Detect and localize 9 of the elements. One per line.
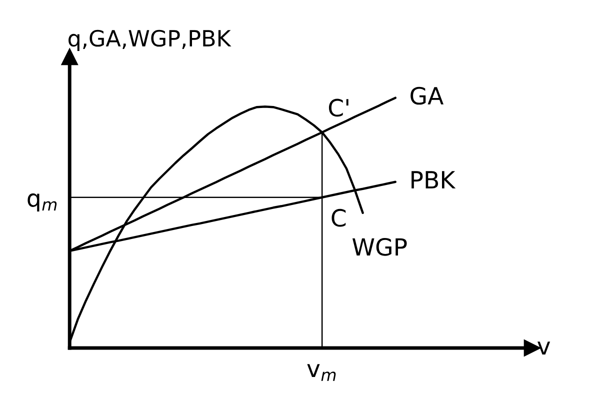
annotation: C	[332, 208, 346, 227]
annotation: C'	[328, 98, 348, 117]
series-label: WGP	[352, 238, 407, 256]
series-label: GA	[410, 86, 444, 105]
series-label: PBK	[412, 171, 456, 188]
y-axis-title: q,GA,WGP,PBK	[68, 30, 232, 51]
x-axis-title: v	[538, 342, 550, 355]
text: v$_{m}$	[307, 364, 336, 381]
ref-line-label: q$_{m}$	[28, 193, 57, 212]
